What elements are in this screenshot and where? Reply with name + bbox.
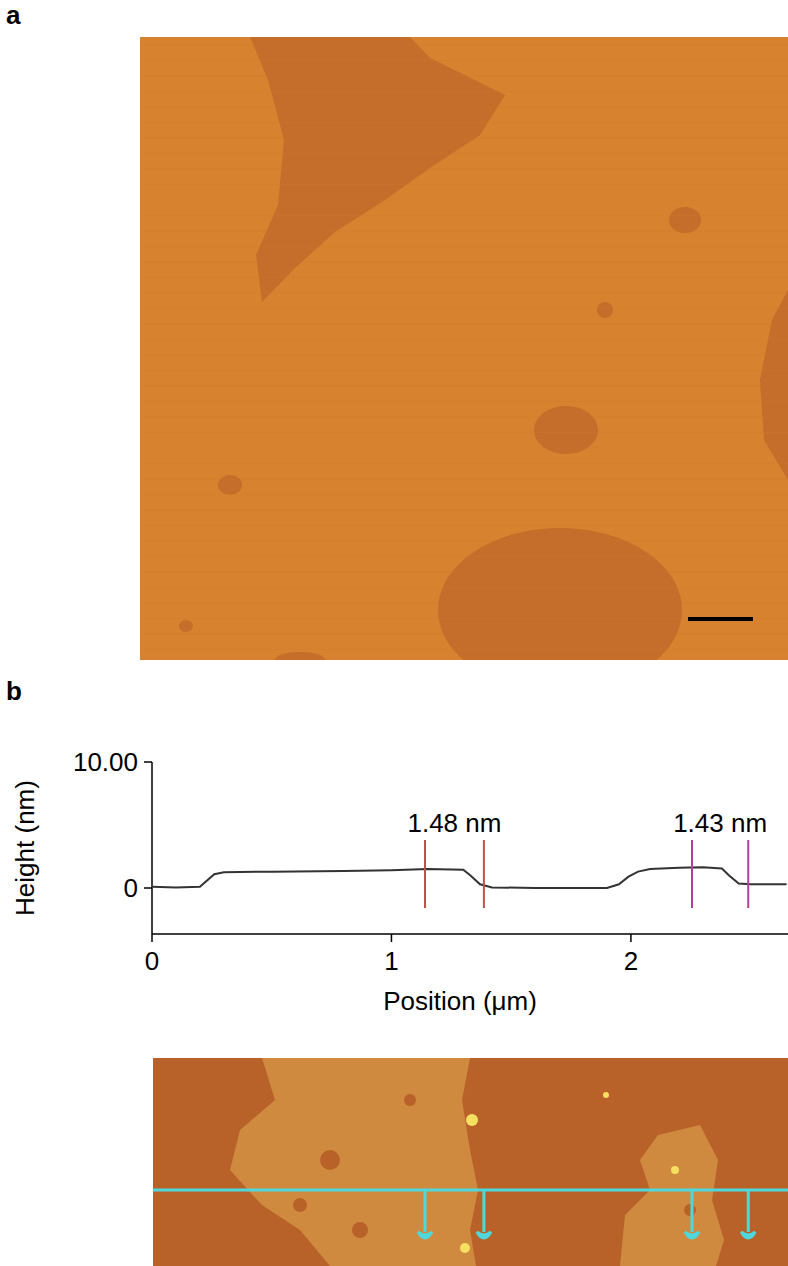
- y-tick: [144, 887, 152, 889]
- x-axis-label: Position (μm): [383, 986, 537, 1016]
- scan-line: [140, 262, 788, 263]
- y-tick-label: 0: [124, 873, 138, 903]
- cursor-stem: [747, 1190, 750, 1232]
- scan-line: [140, 355, 788, 356]
- cursor-stem: [482, 1190, 485, 1232]
- y-tick: [144, 761, 152, 763]
- afm-pit: [320, 1150, 340, 1170]
- cursor-marker: [685, 1190, 699, 1238]
- scan-line: [140, 510, 788, 511]
- afm-pit: [669, 207, 701, 233]
- x-axis: [152, 933, 788, 935]
- scan-line: [140, 432, 788, 433]
- x-tick-label: 0: [145, 946, 159, 976]
- afm-pit: [275, 652, 325, 660]
- scan-line: [140, 339, 788, 340]
- afm-particle: [671, 1166, 679, 1174]
- scan-line: [140, 138, 788, 139]
- scan-line: [140, 231, 788, 232]
- scan-line: [140, 587, 788, 588]
- scan-line: [140, 200, 788, 201]
- scan-line: [140, 448, 788, 449]
- scan-line: [140, 417, 788, 418]
- scan-line: [140, 370, 788, 371]
- scan-line: [140, 556, 788, 557]
- scan-line: [140, 60, 788, 61]
- afm-domain: [438, 528, 682, 660]
- y-axis-label: Height (nm): [10, 780, 40, 916]
- y-tick-label: 10.00: [73, 747, 138, 777]
- scan-line: [140, 76, 788, 77]
- scan-line: [140, 649, 788, 650]
- x-tick: [151, 934, 153, 942]
- scan-line: [140, 463, 788, 464]
- scan-line: [140, 479, 788, 480]
- scan-line: [140, 45, 788, 46]
- afm-pit: [597, 302, 613, 318]
- cursor-stem: [690, 1190, 693, 1232]
- cursor-stem: [423, 1190, 426, 1232]
- afm-domain: [760, 290, 788, 480]
- scan-line: [140, 169, 788, 170]
- afm-domain: [230, 1058, 478, 1266]
- afm-image-a: [140, 37, 788, 660]
- scan-line: [140, 215, 788, 216]
- scan-line: [140, 525, 788, 526]
- scan-line: [140, 184, 788, 185]
- scan-line: [140, 572, 788, 573]
- panel-label: b: [6, 676, 22, 706]
- y-axis: [151, 762, 153, 934]
- afm-pit: [179, 620, 193, 632]
- cursor-marker: [741, 1190, 755, 1238]
- cursor-label: 1.48 nm: [407, 808, 501, 838]
- scan-line: [140, 541, 788, 542]
- x-tick: [630, 934, 632, 942]
- cursor-line: [424, 840, 426, 908]
- cursor-head: [741, 1232, 755, 1238]
- scan-line: [140, 107, 788, 108]
- afm-pit: [293, 1198, 307, 1212]
- cursor-line: [747, 840, 749, 908]
- cursor-head: [477, 1232, 491, 1238]
- scale-bar: [688, 617, 753, 621]
- afm-image-b: [153, 1058, 788, 1266]
- afm-particle: [466, 1114, 478, 1126]
- scan-line: [140, 122, 788, 123]
- scan-line: [140, 494, 788, 495]
- x-tick: [391, 934, 393, 942]
- afm-pit: [534, 406, 598, 454]
- afm-pit: [684, 1204, 696, 1216]
- scan-line: [140, 246, 788, 247]
- cursor-line: [483, 840, 485, 908]
- scan-line: [140, 634, 788, 635]
- panel-label: a: [6, 0, 21, 30]
- scan-line: [140, 324, 788, 325]
- x-tick-label: 1: [384, 946, 398, 976]
- scan-line: [140, 401, 788, 402]
- scan-line: [140, 153, 788, 154]
- scan-line: [140, 91, 788, 92]
- cursor-label: 1.43 nm: [673, 808, 767, 838]
- scan-line: [140, 277, 788, 278]
- x-tick-label: 2: [624, 946, 638, 976]
- scan-line: [140, 386, 788, 387]
- afm-particle: [460, 1243, 470, 1253]
- cursor-head: [685, 1232, 699, 1238]
- cursor-head: [418, 1232, 432, 1238]
- afm-pit: [352, 1222, 368, 1238]
- scan-line: [140, 308, 788, 309]
- cursor-marker: [418, 1190, 432, 1238]
- cursor-line: [691, 840, 693, 908]
- cursor-marker: [477, 1190, 491, 1238]
- plot-area: [152, 840, 787, 908]
- afm-particle: [603, 1092, 609, 1098]
- scan-line: [140, 293, 788, 294]
- figure: a b 0 10.00 0 1 2 Position (μm) Height (nm) 1.48 …: [0, 0, 788, 1266]
- afm-pit: [404, 1094, 416, 1106]
- scan-line: [140, 603, 788, 604]
- afm-pit: [218, 475, 242, 495]
- afm-domain: [620, 1125, 724, 1266]
- afm-background: [153, 1058, 788, 1266]
